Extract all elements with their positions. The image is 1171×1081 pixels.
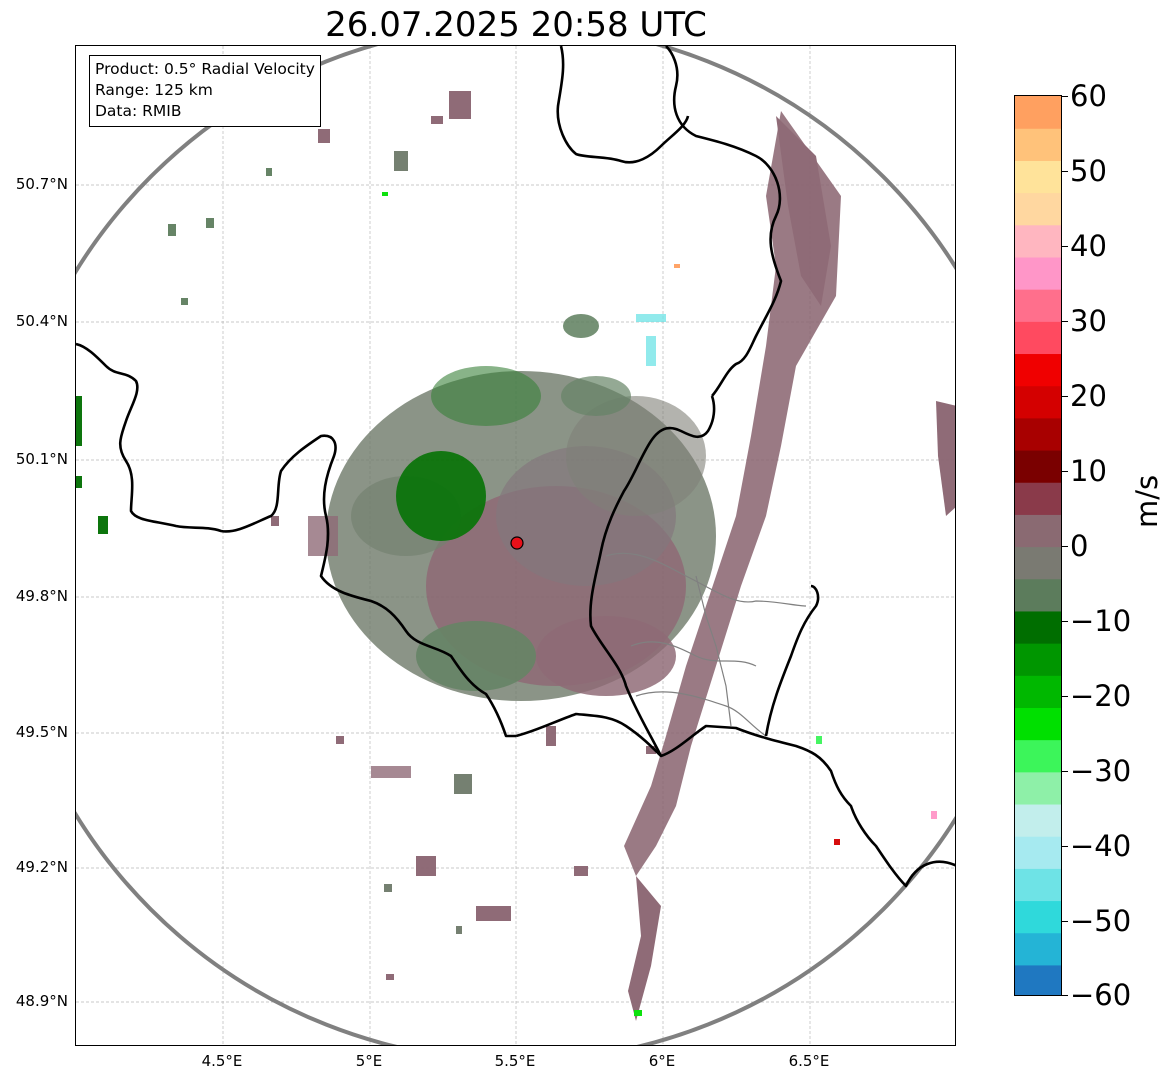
- colorbar: [1014, 95, 1062, 996]
- colorbar-label: −40: [1070, 829, 1132, 863]
- colorbar-tick: [1062, 995, 1068, 996]
- colorbar-band: [1015, 256, 1061, 290]
- map-title: 26.07.2025 20:58 UTC: [325, 5, 707, 45]
- lat-label: 49.5°N: [15, 723, 68, 741]
- colorbar-band: [1015, 868, 1061, 902]
- colorbar-band: [1015, 964, 1061, 995]
- colorbar-tick: [1062, 696, 1068, 697]
- colorbar-band: [1015, 514, 1061, 548]
- colorbar-band: [1015, 321, 1061, 355]
- colorbar-band: [1015, 546, 1061, 580]
- colorbar-band: [1015, 128, 1061, 161]
- info-data-source: Data: RMIB: [95, 102, 182, 120]
- colorbar-tick: [1062, 471, 1068, 472]
- colorbar-band: [1015, 449, 1061, 483]
- colorbar-band: [1015, 160, 1061, 194]
- colorbar-label: 0: [1070, 529, 1089, 563]
- colorbar-band: [1015, 353, 1061, 387]
- colorbar-band: [1015, 610, 1061, 644]
- colorbar-label: −20: [1070, 679, 1132, 713]
- lat-label: 50.1°N: [15, 450, 68, 468]
- colorbar-tick: [1062, 921, 1068, 922]
- lon-label: 5.5°E: [494, 1052, 536, 1070]
- colorbar-band: [1015, 739, 1061, 773]
- colorbar-label: 30: [1070, 304, 1107, 338]
- colorbar-band: [1015, 643, 1061, 676]
- info-product: Product: 0.5° Radial Velocity: [95, 60, 315, 78]
- colorbar-unit: m/s: [1130, 474, 1164, 528]
- national-borders: [76, 46, 955, 888]
- colorbar-label: 20: [1070, 379, 1107, 413]
- colorbar-band: [1015, 96, 1061, 129]
- region-borders: [605, 552, 807, 737]
- colorbar-label: 60: [1070, 79, 1107, 113]
- lon-label: 6.5°E: [788, 1052, 830, 1070]
- colorbar-label: −10: [1070, 604, 1132, 638]
- colorbar-label: 40: [1070, 229, 1107, 263]
- lat-label: 50.7°N: [15, 175, 68, 193]
- lon-label: 6°E: [648, 1052, 676, 1070]
- radar-map-canvas: [76, 46, 955, 1045]
- info-box: Product: 0.5° Radial Velocity Range: 125…: [89, 55, 321, 127]
- colorbar-tick: [1062, 396, 1068, 397]
- colorbar-band: [1015, 385, 1061, 419]
- colorbar-tick: [1062, 546, 1068, 547]
- colorbar-label: −50: [1070, 904, 1132, 938]
- lon-label: 5°E: [355, 1052, 383, 1070]
- colorbar-tick: [1062, 771, 1068, 772]
- radar-site-marker: [510, 536, 524, 550]
- colorbar-label: −60: [1070, 978, 1132, 1012]
- colorbar-band: [1015, 932, 1061, 966]
- colorbar-tick: [1062, 621, 1068, 622]
- colorbar-band: [1015, 836, 1061, 869]
- lat-label: 49.2°N: [15, 858, 68, 876]
- lat-label: 48.9°N: [15, 992, 68, 1010]
- colorbar-tick: [1062, 846, 1068, 847]
- colorbar-band: [1015, 803, 1061, 837]
- colorbar-band: [1015, 224, 1061, 258]
- colorbar-tick: [1062, 171, 1068, 172]
- colorbar-label: −30: [1070, 754, 1132, 788]
- info-range: Range: 125 km: [95, 81, 213, 99]
- lon-label: 4.5°E: [201, 1052, 243, 1070]
- lat-label: 49.8°N: [15, 587, 68, 605]
- colorbar-label: 50: [1070, 154, 1107, 188]
- colorbar-band: [1015, 707, 1061, 741]
- colorbar-band: [1015, 771, 1061, 805]
- radar-map: [75, 45, 956, 1046]
- colorbar-label: 10: [1070, 454, 1107, 488]
- colorbar-gradient: [1015, 96, 1061, 995]
- colorbar-band: [1015, 482, 1061, 515]
- colorbar-tick: [1062, 246, 1068, 247]
- colorbar-band: [1015, 417, 1061, 451]
- colorbar-band: [1015, 675, 1061, 708]
- radar-echoes: [76, 91, 955, 1021]
- colorbar-band: [1015, 192, 1061, 226]
- colorbar-band: [1015, 289, 1061, 322]
- colorbar-tick: [1062, 321, 1068, 322]
- lat-label: 50.4°N: [15, 312, 68, 330]
- colorbar-band: [1015, 578, 1061, 612]
- colorbar-band: [1015, 900, 1061, 934]
- colorbar-tick: [1062, 96, 1068, 97]
